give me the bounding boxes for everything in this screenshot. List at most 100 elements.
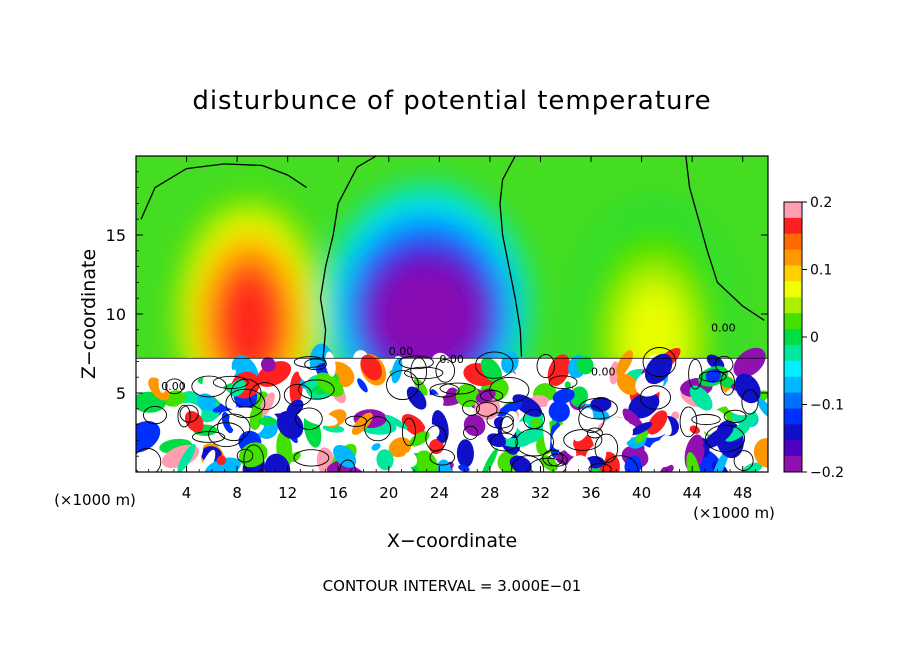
turbulent-contour <box>143 406 167 425</box>
turbulent-eddy <box>216 369 237 386</box>
turbulent-eddy <box>136 462 146 472</box>
turbulent-eddy <box>689 425 700 434</box>
colorbar-swatch <box>784 249 802 267</box>
turbulent-contour <box>489 376 530 404</box>
turbulent-contour <box>364 416 392 442</box>
contour-label: 0.00 <box>711 321 736 334</box>
turbulent-eddy <box>303 411 338 426</box>
turbulent-contour <box>490 432 519 452</box>
x-tick-label: 44 <box>683 484 702 502</box>
contour-line <box>319 156 377 359</box>
turbulent-eddy <box>530 417 542 428</box>
turbulent-eddy <box>177 443 196 472</box>
turbulent-eddy <box>576 356 594 375</box>
field-blob <box>218 269 282 379</box>
turbulent-contour <box>547 453 568 467</box>
turbulent-eddy <box>458 464 470 472</box>
turbulent-eddy <box>264 453 291 472</box>
colorbar-swatch <box>784 440 802 457</box>
colorbar-swatch <box>784 408 802 425</box>
colorbar-tick-label: −0.1 <box>810 398 844 414</box>
chart-title: disturbunce of potential temperature <box>192 86 712 116</box>
turbulent-eddy <box>475 388 496 404</box>
turbulent-contour <box>429 448 455 466</box>
x-tick-label: 8 <box>232 484 242 502</box>
turbulent-contour <box>480 389 504 402</box>
turbulent-eddy <box>415 450 439 472</box>
turbulent-eddy <box>686 452 702 472</box>
y-tick-label: 10 <box>106 305 126 324</box>
turbulent-eddy <box>289 451 301 463</box>
turbulent-eddy <box>404 452 417 467</box>
turbulent-contour <box>404 366 444 380</box>
turbulent-eddy <box>360 354 383 381</box>
turbulent-contour <box>304 358 327 371</box>
turbulent-contour <box>515 428 555 457</box>
turbulent-eddy <box>276 410 304 439</box>
turbulent-contour <box>236 448 254 463</box>
x-tick-label: 4 <box>182 484 192 502</box>
colorbar-swatch <box>784 281 802 298</box>
colorbar-swatch <box>784 456 802 473</box>
turbulent-contour <box>208 422 245 448</box>
turbulent-contour <box>462 400 480 416</box>
turbulent-eddy <box>689 385 713 411</box>
x-unit-right: (×1000 m) <box>693 504 775 522</box>
turbulent-contour <box>639 385 671 410</box>
turbulent-contour <box>500 416 514 433</box>
turbulent-contour <box>191 375 227 398</box>
turbulent-eddy <box>357 378 368 393</box>
turbulent-eddy <box>551 422 575 448</box>
turbulent-eddy <box>136 407 147 419</box>
contour-line <box>140 163 307 220</box>
turbulent-eddy <box>333 444 357 468</box>
contour-line <box>499 156 523 357</box>
colorbar-swatch <box>784 265 802 282</box>
turbulent-contour <box>410 357 428 386</box>
turbulent-contour <box>548 375 578 390</box>
turbulent-eddy <box>480 357 502 383</box>
turbulent-contour <box>401 417 416 447</box>
turbulent-contour <box>475 402 498 417</box>
turbulent-eddy <box>517 421 529 432</box>
turbulent-eddy <box>208 382 237 410</box>
turbulent-contour <box>243 444 264 472</box>
turbulent-eddy <box>148 377 170 401</box>
x-tick-label: 48 <box>733 484 752 502</box>
turbulent-eddy <box>184 410 204 433</box>
colorbar: 0.2 0.1 0 −0.1 −0.2 <box>783 195 844 481</box>
turbulent-contour <box>293 449 330 467</box>
turbulent-eddy <box>388 437 412 458</box>
colorbar-swatch <box>784 202 802 219</box>
turbulent-contour <box>723 409 747 423</box>
colorbar-swatch <box>784 344 802 362</box>
turbulent-eddy <box>703 425 734 449</box>
turbulent-contour <box>339 459 356 472</box>
turbulent-eddy <box>316 372 344 397</box>
turbulent-contour <box>217 413 251 442</box>
turbulent-eddy <box>647 410 668 435</box>
turbulent-eddy <box>456 439 474 468</box>
turbulent-contour <box>398 355 434 370</box>
turbulent-contour <box>714 355 734 373</box>
turbulent-eddy <box>258 417 277 426</box>
turbulent-eddy <box>512 394 543 417</box>
turbulent-eddy <box>401 414 426 437</box>
turbulent-eddy <box>601 417 633 445</box>
turbulent-eddy <box>351 412 373 435</box>
turbulent-contour <box>344 415 368 427</box>
x-axis: 4 8 12 16 20 24 28 32 36 40 44 48 <box>148 156 756 502</box>
x-axis-label: X−coordinate <box>387 530 517 552</box>
turbulent-contour <box>588 463 612 472</box>
x-tick-label: 28 <box>480 484 499 502</box>
colorbar-swatch <box>784 376 802 394</box>
turbulent-contour <box>578 405 605 433</box>
contour-label: 0.00 <box>439 353 464 366</box>
field-blob <box>370 261 484 372</box>
turbulent-eddy <box>564 381 571 390</box>
turbulent-contour <box>165 378 184 395</box>
turbulent-contour <box>642 347 677 378</box>
x-tick-label: 24 <box>430 484 449 502</box>
colorbar-tick-label: 0.2 <box>810 195 832 211</box>
turbulent-eddy <box>136 421 161 453</box>
